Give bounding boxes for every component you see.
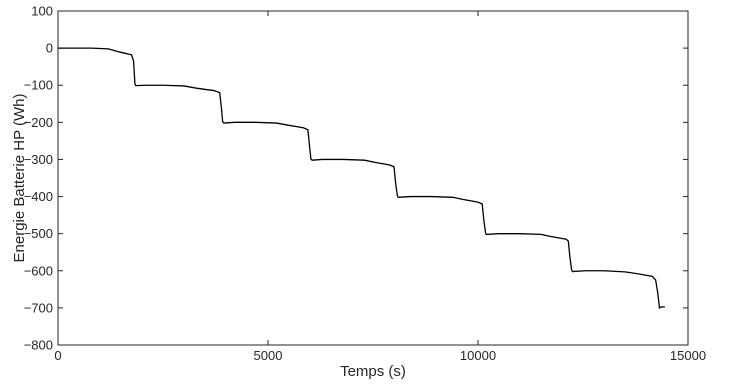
x-tick-label: 5000 <box>254 348 283 363</box>
plot-frame <box>57 10 689 346</box>
y-tick-label: −600 <box>24 263 53 278</box>
y-tick-label: −700 <box>24 300 53 315</box>
y-tick-label: −200 <box>24 115 53 130</box>
series-line-energie <box>58 47 665 309</box>
plot-area <box>57 10 689 346</box>
x-axis-label: Temps (s) <box>340 363 406 380</box>
y-tick-label: −300 <box>24 152 53 167</box>
x-tick-label: 10000 <box>460 348 496 363</box>
x-tick-label: 0 <box>54 348 61 363</box>
x-tick-label: 15000 <box>670 348 706 363</box>
y-tick-label: 0 <box>46 41 53 56</box>
y-tick-label: 100 <box>31 4 53 19</box>
y-tick-label: −800 <box>24 338 53 353</box>
x-axis-ticks: 0 5000 10000 15000 <box>54 11 706 363</box>
y-axis-label: Energie Batterie HP (Wh) <box>11 94 28 263</box>
y-tick-label: −400 <box>24 189 53 204</box>
y-tick-label: −100 <box>24 78 53 93</box>
y-axis-ticks: 100 0 −100 −200 −300 −400 −500 −600 −700 −800 <box>24 4 688 353</box>
y-tick-label: −500 <box>24 226 53 241</box>
